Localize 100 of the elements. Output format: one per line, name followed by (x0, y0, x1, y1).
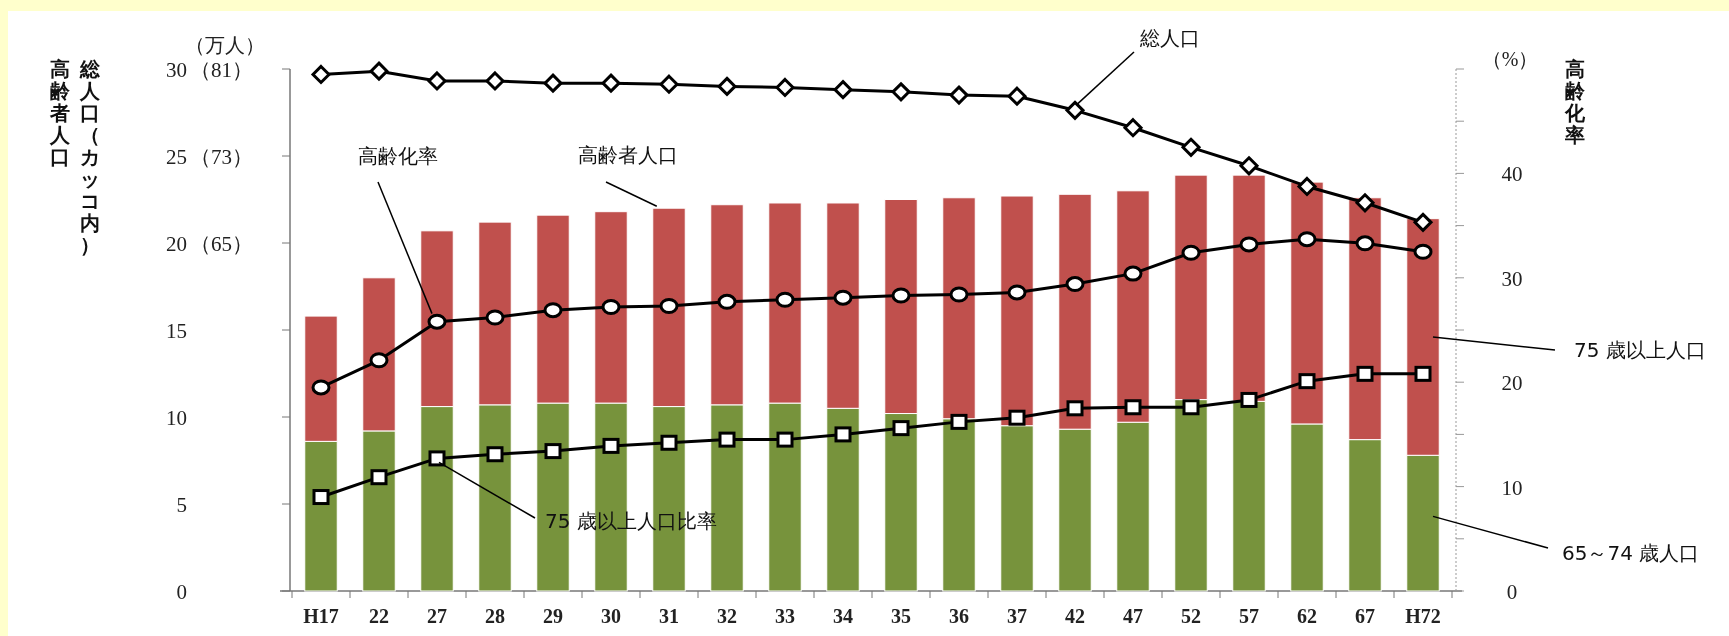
annotation: 高齢者人口 (578, 143, 678, 167)
point (427, 313, 447, 330)
point (659, 74, 679, 94)
x-tick-label: 42 (1065, 605, 1085, 627)
x-tick-label: 28 (485, 605, 505, 627)
point (1065, 100, 1085, 120)
point (775, 77, 795, 97)
point (891, 287, 911, 304)
x-tick-label: 29 (543, 605, 563, 627)
point (1065, 276, 1085, 293)
y-tick-label: 5 (176, 493, 187, 517)
y3-tick-label: （81） (190, 58, 253, 82)
y2-tick-label: 40 (1501, 162, 1523, 187)
x-tick-label: 47 (1123, 605, 1143, 627)
y3-tick-label: （73） (190, 145, 253, 169)
point (369, 61, 389, 81)
point (1181, 244, 1201, 261)
point (660, 434, 678, 451)
y-tick-label: 30 (166, 58, 187, 82)
x-tick-label: 27 (427, 605, 447, 627)
point (1066, 400, 1084, 417)
point (601, 299, 621, 316)
point (543, 302, 563, 319)
text: （%） (1481, 48, 1539, 70)
point (949, 85, 969, 105)
point (1356, 365, 1374, 382)
y-axis-title: 高齢者人口 (49, 57, 71, 169)
point (311, 379, 331, 396)
point (544, 443, 562, 460)
y3-tick-label: （65） (190, 232, 253, 256)
y-tick-label: 0 (176, 580, 187, 604)
point (717, 76, 737, 96)
y2-tick-label: 10 (1501, 475, 1523, 500)
point (1413, 243, 1433, 260)
point (1413, 212, 1433, 232)
x-tick-label: 31 (659, 605, 679, 627)
point (311, 64, 331, 84)
point (1240, 391, 1258, 408)
text: 総人口（カッコ内） (80, 57, 100, 257)
point (717, 293, 737, 310)
y-tick-label: 15 (166, 319, 187, 343)
y-tick-label: 20 (166, 232, 187, 256)
point (659, 297, 679, 314)
x-tick-label: 33 (775, 605, 795, 627)
point (369, 352, 389, 369)
point (1123, 118, 1143, 138)
point (776, 431, 794, 448)
text: （万人） (185, 34, 265, 56)
point (834, 426, 852, 443)
point (1297, 176, 1317, 196)
x-tick-label: 62 (1297, 605, 1317, 627)
point (1007, 284, 1027, 301)
y2-tick-label: 0 (1506, 580, 1518, 604)
point (1007, 86, 1027, 106)
point (1182, 399, 1200, 416)
point (427, 71, 447, 91)
point (1355, 193, 1375, 213)
x-tick-label: 37 (1007, 605, 1027, 627)
x-tick-label: 32 (717, 605, 737, 627)
point (833, 289, 853, 306)
y2-axis-title: 高齢化率 (1564, 57, 1586, 147)
point (1298, 373, 1316, 390)
point (486, 446, 504, 463)
y-tick-label: 25 (166, 145, 187, 169)
y2-tick-label: 20 (1501, 371, 1523, 396)
y-tick-label: 10 (166, 406, 187, 430)
point (1239, 236, 1259, 253)
x-tick-label: 36 (949, 605, 969, 627)
point (833, 80, 853, 100)
point (949, 286, 969, 303)
point (543, 73, 563, 93)
x-tick-label: 30 (601, 605, 621, 627)
x-tick-label: H72 (1405, 605, 1441, 627)
point (1123, 265, 1143, 282)
point (892, 420, 910, 437)
point (1181, 137, 1201, 157)
point (950, 413, 968, 430)
point (1297, 231, 1317, 248)
x-tick-label: H17 (303, 605, 339, 627)
point (1355, 235, 1375, 252)
point (775, 291, 795, 308)
point (1008, 409, 1026, 426)
point (718, 431, 736, 448)
point (370, 469, 388, 486)
point (485, 71, 505, 91)
point (1239, 156, 1259, 176)
point (602, 437, 620, 454)
point (891, 82, 911, 102)
x-tick-label: 52 (1181, 605, 1201, 627)
x-tick-label: 22 (369, 605, 389, 627)
point (1414, 365, 1432, 382)
point (428, 450, 446, 467)
x-tick-label: 35 (891, 605, 911, 627)
point (601, 73, 621, 93)
callout-ann2: 高齢者人口 (578, 143, 678, 207)
y2-tick-label: 30 (1501, 266, 1523, 291)
point (312, 489, 330, 506)
point (485, 309, 505, 326)
x-tick-label: 34 (833, 605, 853, 627)
point (1124, 399, 1142, 416)
